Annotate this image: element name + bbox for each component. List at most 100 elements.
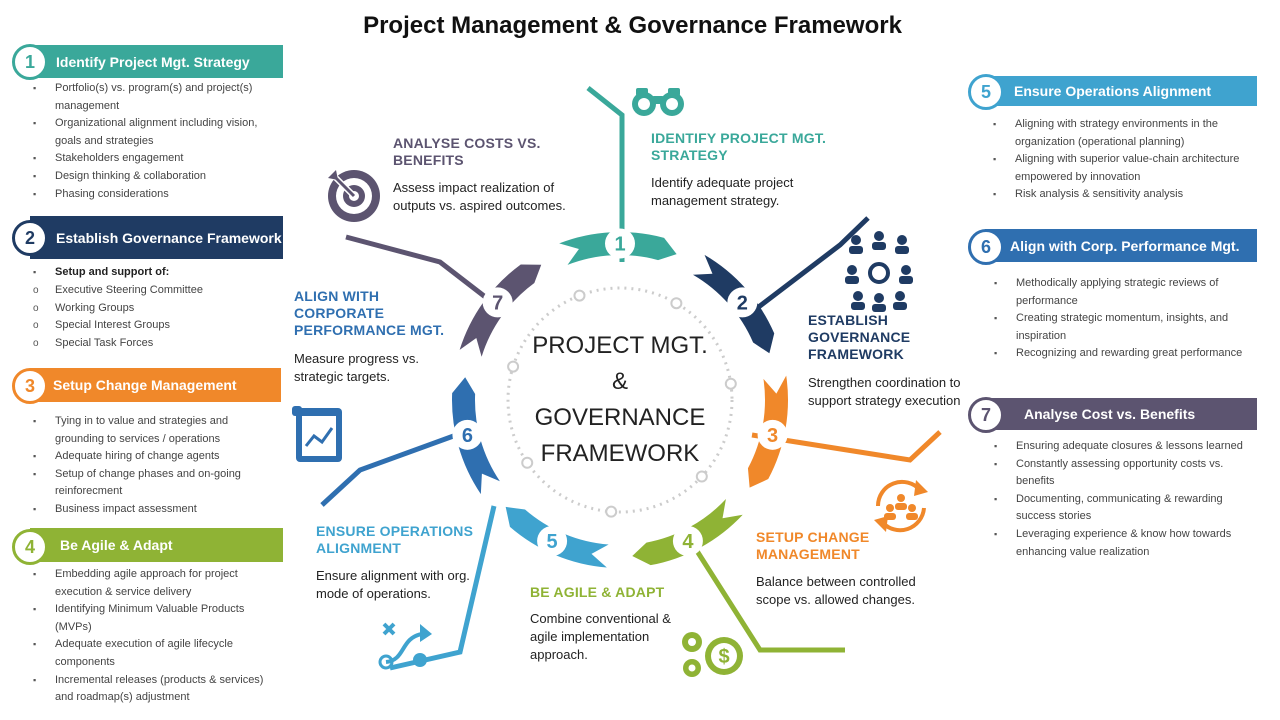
list-item: Stakeholders engagement <box>33 150 278 168</box>
panel-5-title-bar: Ensure Operations Alignment <box>985 76 1257 106</box>
step-2-heading: ESTABLISH GOVERNANCE FRAMEWORK <box>808 312 911 362</box>
list-item: Constantly assessing opportunity costs v… <box>994 456 1256 491</box>
list-item: Recognizing and rewarding great performa… <box>994 345 1256 363</box>
leader-line-6 <box>320 427 471 507</box>
list-item: Special Task Forces <box>33 335 278 353</box>
step-6-text: Measure progress vs. strategic targets. <box>294 351 419 384</box>
network-people-icon <box>845 231 913 312</box>
panel-1-list: Portfolio(s) vs. program(s) and project(… <box>33 80 278 203</box>
panel-2-title-bar: Establish Governance Framework <box>30 216 283 259</box>
panel-6-title: Align with Corp. Performance Mgt. <box>1010 237 1240 254</box>
panel-7-title-bar: Analyse Cost vs. Benefits <box>985 398 1257 430</box>
panel-3-list: Tying in to value and strategies and gro… <box>33 413 278 519</box>
list-item: Documenting, communicating & rewarding s… <box>994 491 1256 526</box>
step-5-heading: ENSURE OPERATIONS ALIGNMENT <box>316 523 474 556</box>
panel-6-badge: 6 <box>968 229 1004 265</box>
list-item: Aligning with superior value-chain archi… <box>993 151 1255 186</box>
step-7-heading: ANALYSE COSTS VS. BENEFITS <box>393 135 541 168</box>
panel-2-sublist: Executive Steering Committee Working Gro… <box>33 282 278 352</box>
panel-6-list: Methodically applying strategic reviews … <box>994 275 1256 363</box>
step-1-heading: IDENTIFY PROJECT MGT. STRATEGY <box>651 130 827 163</box>
step-badge-number: 2 <box>737 292 748 314</box>
step-badge-7: 7 <box>482 287 513 318</box>
ring-dot <box>670 297 683 310</box>
leader-line-2 <box>750 216 870 314</box>
step-badges: 1 2 3 4 5 6 7 <box>452 228 788 557</box>
list-item: Risk analysis & sensitivity analysis <box>993 186 1255 204</box>
step-badge-number: 4 <box>682 531 694 553</box>
center-line-2: & <box>611 368 628 395</box>
step-badge-number: 7 <box>492 292 503 314</box>
leader-line-4 <box>687 538 845 653</box>
panel-5-badge: 5 <box>968 74 1004 110</box>
ring-dot <box>573 289 586 302</box>
panel-2-badge: 2 <box>12 220 48 256</box>
step-badge-number: 5 <box>547 531 558 553</box>
list-item: Working Groups <box>33 300 278 318</box>
step-badge-number: 3 <box>767 425 778 447</box>
list-item: Portfolio(s) vs. program(s) and project(… <box>33 80 278 115</box>
center-title: PROJECT MGT. & GOVERNANCE FRAMEWORK <box>520 328 720 472</box>
step-3-text: Balance between controlled scope vs. all… <box>756 574 916 607</box>
step-badge-number: 1 <box>614 234 625 256</box>
leader-line-1 <box>586 86 625 262</box>
binoculars-icon <box>632 88 684 116</box>
panel-1-badge: 1 <box>12 44 48 80</box>
center-line-4: FRAMEWORK <box>540 440 700 467</box>
list-item: Phasing considerations <box>33 186 278 204</box>
ring-dot <box>507 360 520 373</box>
panel-3-title-bar: Setup Change Management <box>30 368 281 402</box>
list-item: Methodically applying strategic reviews … <box>994 275 1256 310</box>
list-item: Executive Steering Committee <box>33 282 278 300</box>
panel-3-badge: 3 <box>12 368 48 404</box>
step-badge-3: 3 <box>757 419 788 450</box>
list-item: Organizational alignment including visio… <box>33 115 278 150</box>
panel-1-title-bar: Identify Project Mgt. Strategy <box>30 45 283 78</box>
strategy-path-icon <box>378 622 432 670</box>
svg-text:$: $ <box>718 646 729 668</box>
panel-3-title: Setup Change Management <box>53 377 237 393</box>
ring-dots <box>507 289 737 518</box>
panel-4-title: Be Agile & Adapt <box>60 537 173 553</box>
page-title: Project Management & Governance Framewor… <box>363 12 902 39</box>
list-item: Identifying Minimum Valuable Products (M… <box>33 601 278 636</box>
step-badge-4: 4 <box>672 526 703 557</box>
list-item: Ensuring adequate closures & lessons lea… <box>994 438 1256 456</box>
panel-7-title: Analyse Cost vs. Benefits <box>1024 406 1196 422</box>
list-item: Special Interest Groups <box>33 317 278 335</box>
step-6-heading: ALIGN WITH CORPORATE PERFORMANCE MGT. <box>294 288 445 338</box>
step-badge-5: 5 <box>537 526 568 557</box>
step-2-text: Strengthen coordination to support strat… <box>808 375 961 408</box>
ring-dot <box>521 456 534 469</box>
list-item: Tying in to value and strategies and gro… <box>33 413 278 448</box>
leader-line-7 <box>345 234 499 308</box>
step-3-heading: SETUP CHANGE MANAGEMENT <box>756 529 870 562</box>
panel-7-list: Ensuring adequate closures & lessons lea… <box>994 438 1256 561</box>
panel-4-list: Embedding agile approach for project exe… <box>33 566 278 707</box>
center-line-1: PROJECT MGT. <box>532 332 708 359</box>
list-item: Adequate execution of agile lifecycle co… <box>33 636 278 671</box>
target-icon <box>328 170 380 222</box>
ring-dot <box>724 377 737 390</box>
panel-5-list: Aligning with strategy environments in t… <box>993 116 1255 204</box>
step-badge-number: 6 <box>462 425 473 447</box>
panel-1-title: Identify Project Mgt. Strategy <box>56 53 250 70</box>
list-item: Adequate hiring of change agents <box>33 448 278 466</box>
panel-2-list: Setup and support of: <box>33 264 278 282</box>
ring-dot <box>605 505 618 518</box>
panel-6-title-bar: Align with Corp. Performance Mgt. <box>985 229 1257 262</box>
step-badge-2: 2 <box>727 287 758 318</box>
center-line-3: GOVERNANCE <box>534 404 706 431</box>
step-4-heading: BE AGILE & ADAPT <box>530 584 665 600</box>
dotted-inner-ring <box>506 286 734 514</box>
list-item: Creating strategic momentum, insights, a… <box>994 310 1256 345</box>
report-chart-icon <box>292 406 342 462</box>
list-heading: Setup and support of: <box>33 264 278 282</box>
panel-4-title-bar: Be Agile & Adapt <box>30 528 283 562</box>
change-cycle-icon <box>874 479 928 533</box>
panel-7-badge: 7 <box>968 397 1004 433</box>
step-1-text: Identify adequate project management str… <box>651 175 794 208</box>
list-item: Design thinking & collaboration <box>33 168 278 186</box>
step-7-text: Assess impact realization of outputs vs.… <box>393 180 566 213</box>
